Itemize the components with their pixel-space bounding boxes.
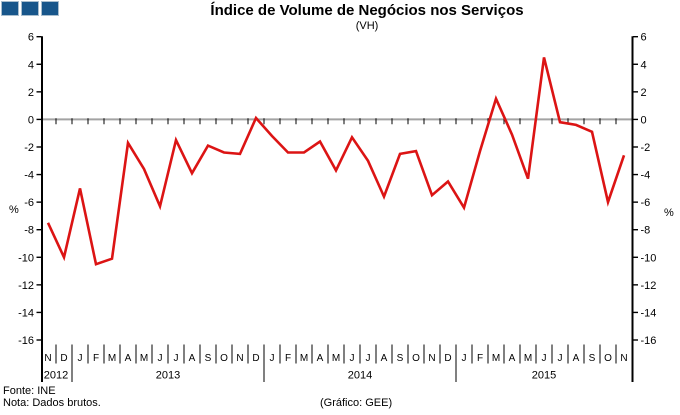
percent-label-right: % bbox=[664, 207, 674, 219]
y-axis-label-left: -14 bbox=[18, 307, 34, 319]
y-axis-label-left: -2 bbox=[24, 142, 34, 154]
y-axis-label-right: -14 bbox=[641, 307, 657, 319]
source-note: Fonte: INE bbox=[3, 385, 56, 397]
data-note: Nota: Dados brutos. bbox=[3, 397, 101, 409]
year-label: 2014 bbox=[348, 370, 372, 382]
month-label: J bbox=[558, 353, 563, 364]
y-axis-label-left: 2 bbox=[28, 87, 34, 99]
y-axis-label-left: 6 bbox=[28, 32, 34, 44]
month-label: M bbox=[300, 353, 308, 364]
y-axis-label-left: -10 bbox=[18, 252, 34, 264]
month-label: N bbox=[620, 353, 627, 364]
month-label: D bbox=[444, 353, 451, 364]
month-label: M bbox=[492, 353, 500, 364]
month-label: O bbox=[604, 353, 612, 364]
month-label: N bbox=[428, 353, 435, 364]
y-axis-label-left: -16 bbox=[18, 335, 34, 347]
month-label: N bbox=[44, 353, 51, 364]
y-axis-label-right: -6 bbox=[641, 197, 651, 209]
month-label: O bbox=[412, 353, 420, 364]
logo-square bbox=[21, 1, 39, 16]
y-axis-label-right: -8 bbox=[641, 225, 651, 237]
year-label: 2013 bbox=[156, 370, 180, 382]
y-axis-label-right: 2 bbox=[641, 87, 647, 99]
y-axis-label-right: 4 bbox=[641, 59, 647, 71]
year-label: 2012 bbox=[44, 370, 68, 382]
month-label: J bbox=[366, 353, 371, 364]
y-axis-label-left: -6 bbox=[24, 197, 34, 209]
month-label: A bbox=[381, 353, 388, 364]
logo-square bbox=[41, 1, 59, 16]
y-axis-label-right: -10 bbox=[641, 252, 657, 264]
data-line bbox=[46, 57, 626, 266]
year-label: 2015 bbox=[532, 370, 556, 382]
month-label: M bbox=[524, 353, 532, 364]
month-label: N bbox=[236, 353, 243, 364]
month-label: J bbox=[270, 353, 275, 364]
y-axis-label-right: 0 bbox=[641, 114, 647, 126]
y-axis-label-left: -4 bbox=[24, 170, 34, 182]
month-label: A bbox=[317, 353, 324, 364]
month-label: F bbox=[285, 353, 291, 364]
month-label: S bbox=[589, 353, 596, 364]
month-label: F bbox=[93, 353, 99, 364]
month-label: J bbox=[78, 353, 83, 364]
month-label: A bbox=[509, 353, 516, 364]
month-label: A bbox=[125, 353, 132, 364]
month-label: M bbox=[332, 353, 340, 364]
month-label: S bbox=[205, 353, 212, 364]
month-label: F bbox=[477, 353, 483, 364]
month-label: J bbox=[174, 353, 179, 364]
y-axis-label-left: 0 bbox=[28, 114, 34, 126]
month-label: J bbox=[158, 353, 163, 364]
y-axis-label-left: -8 bbox=[24, 225, 34, 237]
credit-note: (Gráfico: GEE) bbox=[320, 397, 393, 409]
month-label: D bbox=[60, 353, 67, 364]
y-axis-label-right: -12 bbox=[641, 280, 657, 292]
month-label: A bbox=[573, 353, 580, 364]
month-label: A bbox=[189, 353, 196, 364]
month-label: M bbox=[140, 353, 148, 364]
y-axis-label-left: 4 bbox=[28, 59, 34, 71]
chart-title: Índice de Volume de Negócios nos Serviço… bbox=[210, 2, 524, 19]
y-axis-label-right: -4 bbox=[641, 170, 651, 182]
month-label: J bbox=[350, 353, 355, 364]
y-axis-label-right: -2 bbox=[641, 142, 651, 154]
y-axis-label-right: 6 bbox=[641, 32, 647, 44]
percent-label-left: % bbox=[9, 204, 19, 216]
month-label: J bbox=[542, 353, 547, 364]
month-label: O bbox=[220, 353, 228, 364]
logo-square bbox=[1, 1, 19, 16]
month-label: J bbox=[462, 353, 467, 364]
y-axis-label-left: -12 bbox=[18, 280, 34, 292]
chart-subtitle: (VH) bbox=[355, 20, 379, 32]
y-axis-label-right: -16 bbox=[641, 335, 657, 347]
month-label: D bbox=[252, 353, 259, 364]
month-label: S bbox=[397, 353, 404, 364]
month-label: M bbox=[108, 353, 116, 364]
gee-logo bbox=[1, 1, 59, 16]
